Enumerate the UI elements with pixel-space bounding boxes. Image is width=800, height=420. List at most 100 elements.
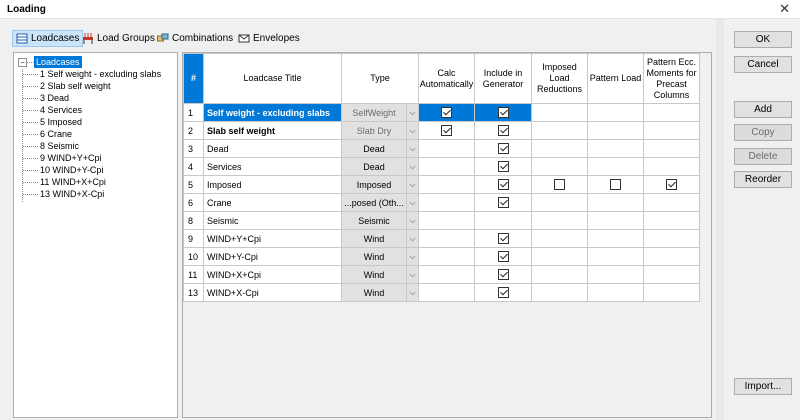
checked-checkbox[interactable] [441,107,452,119]
row-number[interactable]: 9 [183,229,204,248]
include-cell[interactable] [474,193,532,212]
precast-cell[interactable] [643,175,700,194]
tree-item[interactable]: 11 WIND+X+Cpi [23,176,106,189]
table-row[interactable]: 9 WIND+Y+Cpi Wind ⌵ [183,229,700,248]
pattern-cell[interactable] [587,175,644,194]
tab-envelopes[interactable]: Envelopes [235,30,303,47]
chevron-down-icon[interactable]: ⌵ [406,176,418,193]
loadcase-title-cell[interactable]: Self weight - excluding slabs [203,103,342,122]
include-cell[interactable] [474,139,532,158]
loadcase-title-cell[interactable]: Imposed [203,175,342,194]
row-number[interactable]: 1 [183,103,204,122]
tree-item[interactable]: 9 WIND+Y+Cpi [23,152,102,165]
include-cell[interactable] [474,121,532,140]
loadcase-title-cell[interactable]: WIND+Y-Cpi [203,247,342,266]
loadcase-type-dropdown[interactable]: ...posed (Oth... ⌵ [341,193,419,212]
ok-button[interactable]: OK [734,31,792,48]
include-cell[interactable] [474,157,532,176]
loadcase-type-dropdown[interactable]: Wind ⌵ [341,229,419,248]
col-header-precast[interactable]: Pattern Ecc. Moments for Precast Columns [643,53,700,104]
table-row[interactable]: 2 Slab self weight Slab Dry ⌵ [183,121,700,140]
unchecked-checkbox[interactable] [610,179,621,191]
close-icon[interactable]: ✕ [779,1,790,16]
tree-item[interactable]: 3 Dead [23,92,69,105]
row-number[interactable]: 13 [183,283,204,302]
loadcase-title-cell[interactable]: Slab self weight [203,121,342,140]
chevron-down-icon[interactable]: ⌵ [406,266,418,283]
checked-checkbox[interactable] [497,251,509,263]
checked-checkbox[interactable] [666,179,677,191]
loadcase-type-dropdown[interactable]: Slab Dry ⌵ [341,121,419,140]
loadcase-title-cell[interactable]: Crane [203,193,342,212]
tab-combinations[interactable]: Combinations [154,30,236,47]
chevron-down-icon[interactable]: ⌵ [406,284,418,301]
tree-root-label[interactable]: Loadcases [34,56,82,68]
tree-item[interactable]: 13 WIND+X-Cpi [23,188,104,201]
calc-cell[interactable] [418,121,475,140]
col-header-imposed-reductions[interactable]: Imposed Load Reductions [531,53,588,104]
include-cell[interactable] [474,229,532,248]
row-number[interactable]: 3 [183,139,204,158]
calc-cell[interactable] [418,103,475,122]
table-row[interactable]: 6 Crane ...posed (Oth... ⌵ [183,193,700,212]
loadcase-title-cell[interactable]: Seismic [203,211,342,230]
loadcase-type-dropdown[interactable]: Wind ⌵ [341,247,419,266]
loadcase-title-cell[interactable]: WIND+X-Cpi [203,283,342,302]
include-cell[interactable] [474,247,532,266]
row-number[interactable]: 8 [183,211,204,230]
table-row[interactable]: 1 Self weight - excluding slabs SelfWeight… [183,103,700,122]
table-row[interactable]: 11 WIND+X+Cpi Wind ⌵ [183,265,700,284]
table-row[interactable]: 13 WIND+X-Cpi Wind ⌵ [183,283,700,302]
loadcase-type-dropdown[interactable]: Dead ⌵ [341,139,419,158]
checked-checkbox[interactable] [497,269,509,281]
col-header-type[interactable]: Type [341,53,419,104]
tree-item[interactable]: 8 Seismic [23,140,79,153]
loadcase-tree[interactable]: − Loadcases 1 Self weight - excluding sl… [13,52,178,418]
chevron-down-icon[interactable]: ⌵ [406,104,418,121]
checked-checkbox[interactable] [497,143,509,155]
col-header-title[interactable]: Loadcase Title [203,53,342,104]
col-header-calc[interactable]: Calc Automatically [418,53,475,104]
delete-button[interactable]: Delete [734,148,792,165]
col-header-pattern-load[interactable]: Pattern Load [587,53,644,104]
table-row[interactable]: 3 Dead Dead ⌵ [183,139,700,158]
include-cell[interactable] [474,175,532,194]
loadcase-type-dropdown[interactable]: Wind ⌵ [341,265,419,284]
tree-item[interactable]: 4 Services [23,104,82,117]
table-row[interactable]: 8 Seismic Seismic ⌵ [183,211,700,230]
vertical-scrollbar[interactable] [716,19,724,420]
cancel-button[interactable]: Cancel [734,56,792,73]
col-header-include[interactable]: Include in Generator [474,53,532,104]
loadcase-type-dropdown[interactable]: Imposed ⌵ [341,175,419,194]
chevron-down-icon[interactable]: ⌵ [406,194,418,211]
loadcase-type-dropdown[interactable]: Wind ⌵ [341,283,419,302]
table-row[interactable]: 5 Imposed Imposed ⌵ [183,175,700,194]
tab-load-groups[interactable]: Load Groups [79,30,158,47]
unchecked-checkbox[interactable] [554,179,565,191]
row-number[interactable]: 2 [183,121,204,140]
include-cell[interactable] [474,103,532,122]
collapse-icon[interactable]: − [18,57,27,67]
import-button[interactable]: Import... [734,378,792,395]
checked-checkbox[interactable] [441,125,452,137]
tree-item[interactable]: 6 Crane [23,128,72,141]
tree-item[interactable]: 1 Self weight - excluding slabs [23,68,161,81]
row-number[interactable]: 5 [183,175,204,194]
chevron-down-icon[interactable]: ⌵ [406,140,418,157]
loadcase-title-cell[interactable]: Dead [203,139,342,158]
loadcase-type-dropdown[interactable]: Seismic ⌵ [341,211,419,230]
checked-checkbox[interactable] [497,161,509,173]
table-row[interactable]: 10 WIND+Y-Cpi Wind ⌵ [183,247,700,266]
loadcase-grid[interactable]: # Loadcase Title Type Calc Automatically… [182,52,712,418]
checked-checkbox[interactable] [497,233,509,245]
tree-root[interactable]: − Loadcases [18,56,82,68]
loadcase-title-cell[interactable]: WIND+Y+Cpi [203,229,342,248]
chevron-down-icon[interactable]: ⌵ [406,248,418,265]
reorder-button[interactable]: Reorder [734,171,792,188]
tab-loadcases[interactable]: Loadcases [12,30,84,47]
loadcase-type-dropdown[interactable]: SelfWeight ⌵ [341,103,419,122]
row-number[interactable]: 4 [183,157,204,176]
row-number[interactable]: 6 [183,193,204,212]
loadcase-title-cell[interactable]: Services [203,157,342,176]
imposed-red-cell[interactable] [531,175,588,194]
